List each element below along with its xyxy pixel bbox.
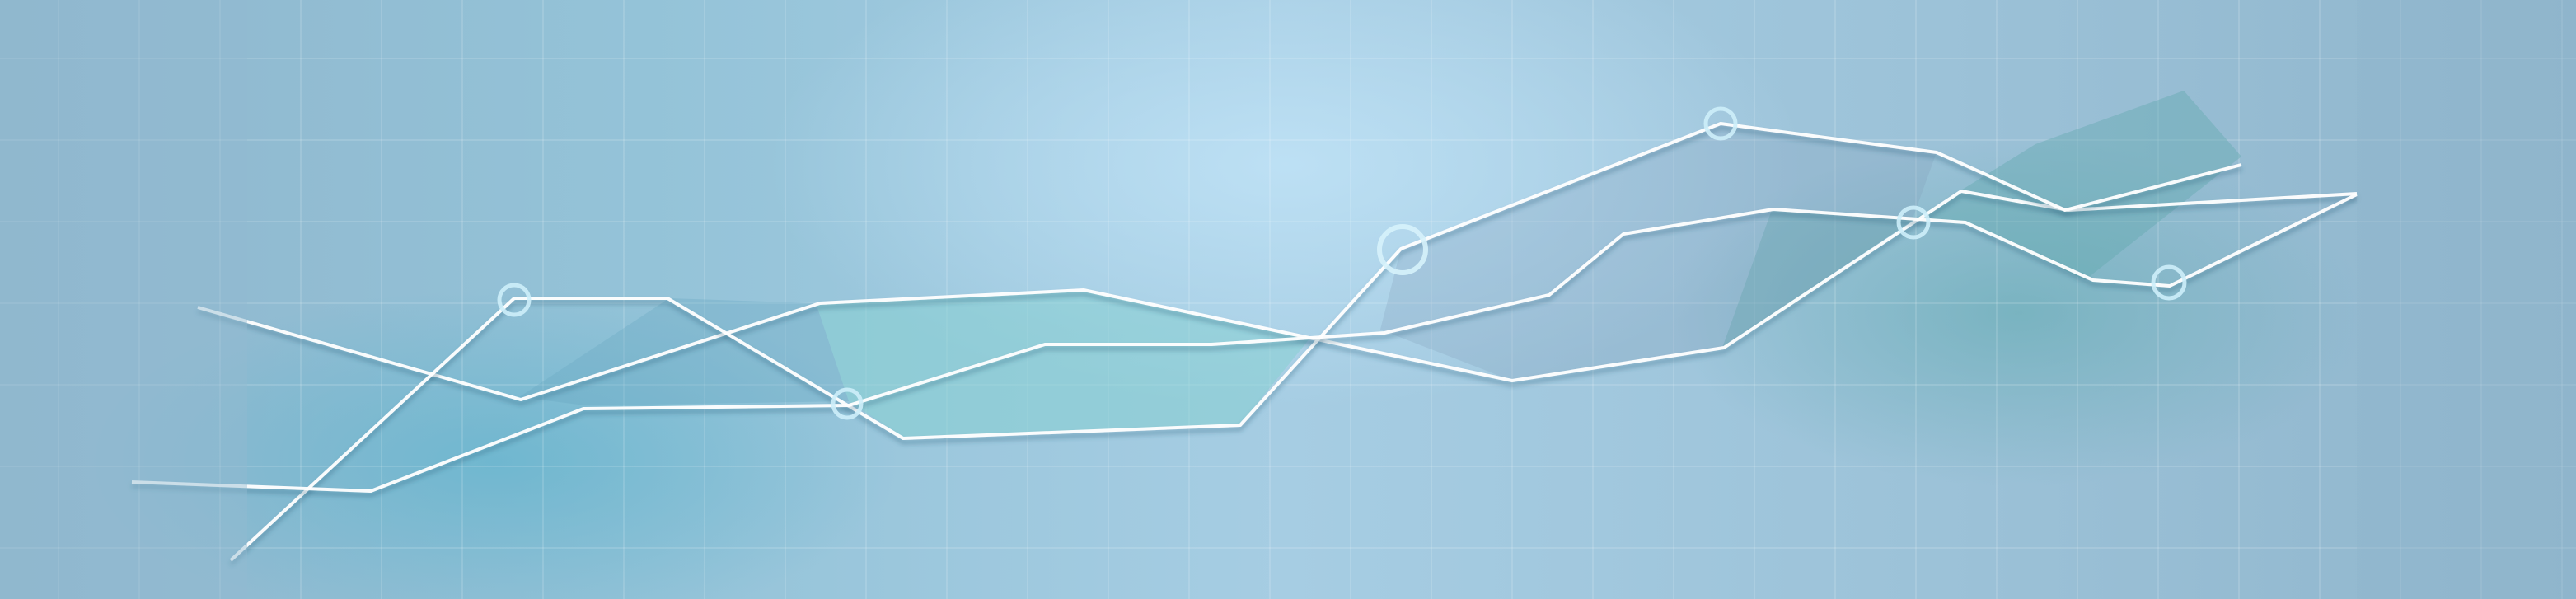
right-edge-fade bbox=[2357, 0, 2576, 599]
graph-line-a bbox=[197, 190, 2358, 401]
marker-ring bbox=[1703, 106, 1738, 141]
fill-region-center bbox=[816, 290, 1310, 437]
marker-ring bbox=[497, 283, 532, 317]
marker-ring bbox=[2151, 264, 2187, 301]
marker-ring bbox=[831, 387, 864, 420]
fill-region-mid bbox=[1380, 124, 1937, 381]
fill-region-left bbox=[519, 298, 849, 405]
marker-ring bbox=[1896, 205, 1931, 240]
fill-region-right bbox=[1722, 91, 2241, 348]
left-edge-fade bbox=[0, 0, 247, 599]
graph-line-c bbox=[131, 193, 2358, 493]
marker-ring bbox=[1377, 224, 1428, 275]
